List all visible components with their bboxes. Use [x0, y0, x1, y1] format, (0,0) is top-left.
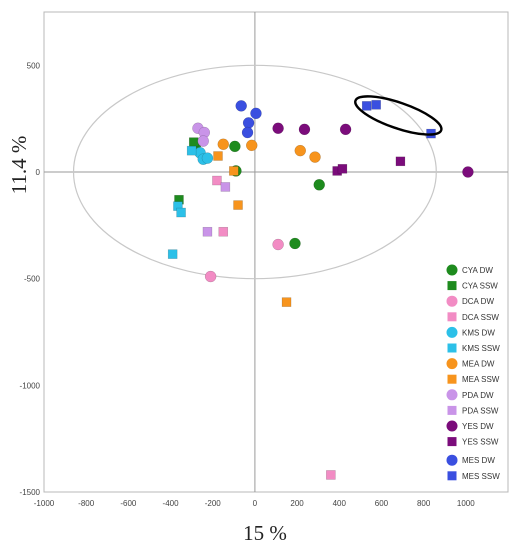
- point-kms-dw: [201, 152, 214, 164]
- x-tick-labels: -1000 -800 -600 -400 -200 0 200 400 600 800 1000: [34, 499, 476, 508]
- legend-label: DCA SSW: [462, 313, 499, 322]
- legend-label: YES SSW: [462, 438, 499, 447]
- x-tick-label: -200: [205, 499, 222, 508]
- y-tick-label: -1000: [20, 381, 41, 390]
- legend-marker-cya-ssw: [447, 281, 457, 291]
- point-mes-dw: [235, 100, 247, 112]
- legend-label: PDA DW: [462, 391, 494, 400]
- point-mes-ssw: [371, 100, 381, 110]
- y-tick-label: -500: [24, 275, 41, 284]
- legend-marker-pda-dw: [446, 389, 458, 401]
- x-axis-title: 15 %: [243, 521, 287, 545]
- legend-label: DCA DW: [462, 297, 494, 306]
- plot-area: [43, 11, 509, 493]
- data-points: [167, 100, 474, 480]
- legend-marker-yes-dw: [446, 420, 458, 432]
- point-cya-dw: [289, 237, 301, 250]
- point-kms-ssw: [176, 207, 186, 218]
- point-yes-dw: [462, 166, 474, 178]
- legend-marker-kms-dw: [446, 326, 458, 338]
- legend-marker-cya-dw: [446, 264, 458, 276]
- legend-marker-mea-dw: [446, 358, 458, 370]
- point-pda-dw: [197, 135, 209, 147]
- legend-label: MES SSW: [462, 472, 500, 481]
- x-tick-label: -600: [120, 499, 137, 508]
- point-yes-dw: [298, 123, 311, 136]
- point-yes-ssw: [395, 156, 406, 167]
- point-yes-ssw: [337, 164, 348, 174]
- legend-label: PDA SSW: [462, 406, 499, 415]
- x-tick-label: 1000: [457, 499, 475, 508]
- legend-marker-mes-dw: [446, 454, 458, 466]
- point-mea-ssw: [229, 166, 239, 176]
- point-dca-dw: [204, 270, 217, 283]
- x-tick-label: 200: [290, 499, 304, 508]
- point-kms-ssw: [186, 145, 197, 156]
- confidence-ellipse: [72, 64, 437, 280]
- x-tick-label: -800: [78, 499, 95, 508]
- highlight-ellipse: [354, 95, 443, 136]
- point-mes-dw: [242, 117, 255, 129]
- point-mea-dw: [309, 151, 321, 163]
- legend-label: KMS SSW: [462, 344, 500, 353]
- legend-marker-dca-dw: [446, 295, 458, 307]
- point-yes-dw: [339, 123, 352, 136]
- point-mes-ssw: [361, 101, 372, 111]
- legend-label: CYA DW: [462, 266, 493, 275]
- y-tick-label: -1500: [20, 488, 41, 497]
- legend-marker-mes-ssw: [447, 471, 457, 481]
- legend-marker-kms-ssw: [447, 343, 457, 353]
- y-tick-labels: -1500 -1000 -500 0 500: [20, 61, 41, 497]
- x-tick-label: -400: [163, 499, 180, 508]
- point-yes-dw: [272, 122, 284, 135]
- point-mea-dw: [217, 138, 230, 151]
- point-dca-ssw: [326, 470, 336, 480]
- point-mea-dw: [294, 144, 307, 157]
- legend-marker-yes-ssw: [447, 437, 457, 447]
- x-tick-label: -1000: [34, 499, 55, 508]
- point-mes-dw: [250, 107, 262, 120]
- legend-marker-dca-ssw: [447, 312, 457, 322]
- point-dca-ssw: [212, 175, 222, 186]
- point-mea-dw: [245, 139, 258, 152]
- point-pda-ssw: [220, 182, 231, 192]
- legend-marker-pda-ssw: [447, 405, 457, 415]
- legend-label: CYA SSW: [462, 282, 498, 291]
- point-mea-ssw: [281, 297, 292, 307]
- point-mea-ssw: [213, 151, 223, 161]
- legend: CYA DW CYA SSW DCA DW DCA SSW KMS DW KMS SSW M…: [446, 264, 500, 481]
- point-cya-dw: [313, 179, 325, 191]
- legend-label: KMS DW: [462, 328, 495, 337]
- point-pda-ssw: [202, 226, 213, 237]
- point-mes-dw: [241, 126, 254, 139]
- point-kms-ssw: [167, 249, 178, 259]
- y-tick-label: 0: [36, 168, 41, 177]
- point-dca-ssw: [218, 226, 229, 237]
- legend-label: MES DW: [462, 456, 495, 465]
- point-dca-dw: [272, 238, 284, 251]
- legend-label: MEA SSW: [462, 375, 500, 384]
- x-tick-label: 600: [375, 499, 389, 508]
- y-tick-label: 500: [27, 61, 41, 70]
- legend-marker-mea-ssw: [447, 374, 457, 384]
- legend-label: YES DW: [462, 422, 494, 431]
- point-cya-dw: [229, 140, 241, 153]
- x-tick-label: 800: [417, 499, 431, 508]
- y-axis-title: 11.4 %: [7, 136, 31, 195]
- point-mea-ssw: [233, 200, 243, 210]
- x-tick-label: 400: [333, 499, 347, 508]
- x-tick-label: 0: [253, 499, 258, 508]
- point-cya-ssw: [188, 137, 199, 147]
- legend-label: MEA DW: [462, 360, 495, 369]
